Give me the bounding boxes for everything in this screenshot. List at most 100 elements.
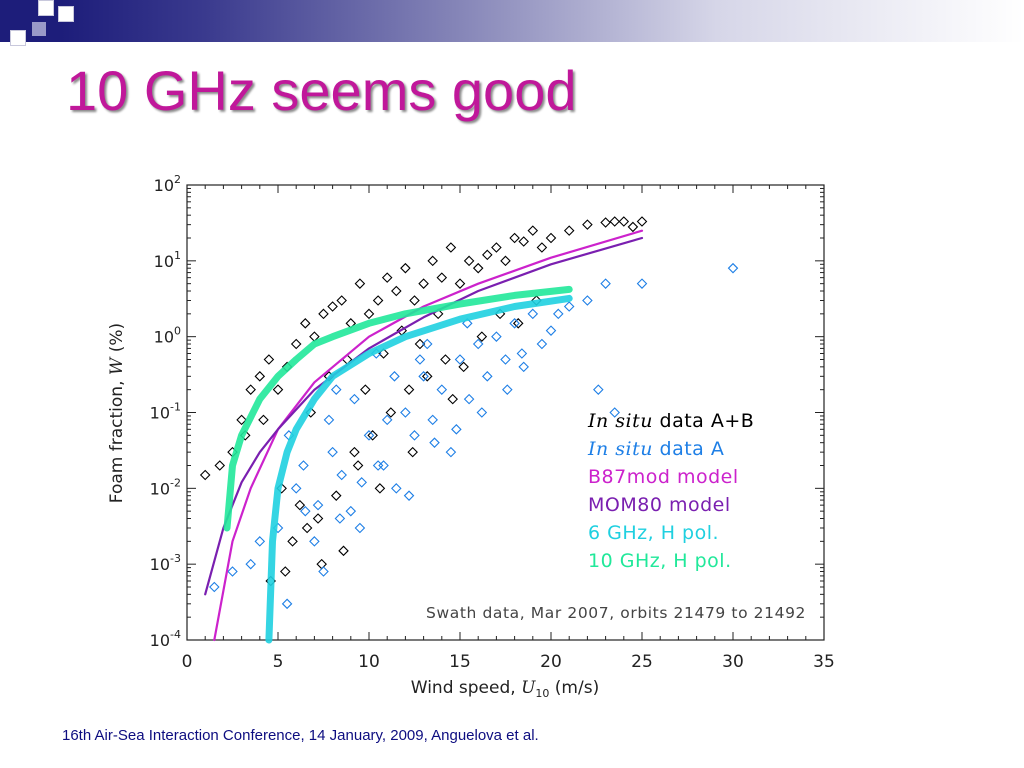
data-point (429, 437, 440, 448)
y-tick-label: 101 (154, 249, 181, 271)
data-point (418, 278, 429, 289)
data-point (516, 348, 528, 359)
data-point (553, 308, 564, 320)
data-point (378, 460, 389, 471)
data-point (312, 499, 324, 511)
data-point (300, 505, 311, 517)
data-point (436, 272, 448, 283)
data-point (409, 295, 420, 306)
model-band-line (265, 294, 573, 644)
data-point (372, 295, 384, 306)
x-axis: 0 5 10 15 20 25 30 35 (182, 185, 835, 672)
data-point (334, 513, 346, 524)
data-point (509, 318, 520, 329)
data-point (209, 581, 220, 593)
data-point (463, 393, 475, 405)
data-point (536, 338, 548, 350)
swath-annotation: Swath data, Mar 2007, orbits 21479 to 21… (426, 604, 806, 622)
data-point (354, 522, 366, 534)
data-point (272, 384, 284, 395)
data-point (245, 558, 256, 570)
slide-title: 10 GHz seems good (66, 59, 577, 122)
data-point (298, 460, 309, 471)
data-point (582, 219, 593, 230)
data-point (263, 354, 275, 365)
series-6-ghz-h-pol (265, 294, 573, 644)
data-point (254, 371, 266, 382)
data-point (500, 255, 511, 267)
data-point (287, 536, 298, 547)
data-point (427, 414, 438, 426)
data-point (421, 338, 433, 350)
data-point (502, 384, 513, 395)
x-tick-label: 15 (449, 652, 471, 672)
foam-fraction-chart: 0 5 10 15 20 25 30 35 10-4 10-3 10-2 10-1 100 101 102… (107, 173, 835, 700)
data-point (509, 232, 520, 244)
data-point (500, 354, 511, 365)
chart-legend: In situ data A+B In situ data A B87mod mod… (587, 410, 754, 572)
data-point (593, 384, 604, 395)
data-point (545, 325, 557, 336)
legend-item: 10 GHz, H pol. (588, 550, 732, 572)
data-point (385, 407, 397, 418)
data-point (491, 331, 502, 342)
corner-square-icon (17, 10, 31, 24)
data-point (245, 384, 256, 395)
data-point (454, 354, 466, 365)
data-point (280, 566, 291, 577)
x-tick-label: 5 (273, 652, 284, 672)
series-b87mod-model (213, 229, 644, 642)
data-point (345, 505, 357, 517)
data-point (472, 262, 484, 274)
y-tick-label: 10-1 (150, 401, 181, 423)
data-point (527, 308, 539, 320)
data-point (381, 272, 393, 283)
legend-item: 6 GHz, H pol. (588, 522, 719, 544)
data-point (414, 354, 426, 365)
model-band-line (223, 285, 573, 532)
series-10-ghz-h-pol (223, 285, 573, 532)
data-point (600, 217, 611, 228)
data-point (363, 308, 375, 320)
y-axis-label: Foam fraction, W (%) (107, 323, 127, 503)
footer-citation: 16th Air-Sea Interaction Conference, 14 … (62, 727, 539, 744)
title-bar-gradient (0, 0, 1024, 42)
data-point (330, 490, 342, 501)
data-point (258, 414, 269, 426)
data-point (600, 278, 611, 289)
data-point (330, 384, 342, 395)
data-point (254, 536, 266, 547)
data-point (318, 308, 329, 320)
data-point (512, 318, 524, 329)
y-axis: 10-4 10-3 10-2 10-1 100 101 102 (150, 173, 824, 650)
series-mom80-model (204, 236, 644, 596)
data-point (403, 384, 415, 395)
data-point (636, 278, 648, 289)
model-curve-line (213, 229, 644, 642)
model-curve-line (204, 236, 644, 596)
data-point (482, 371, 493, 382)
data-point (518, 361, 529, 373)
data-point (336, 469, 347, 481)
y-tick-label: 102 (154, 173, 181, 195)
data-point (582, 295, 593, 306)
data-point (427, 255, 438, 267)
corner-square-icon (32, 22, 46, 36)
data-point (476, 407, 488, 418)
data-point (458, 361, 469, 373)
data-point (391, 285, 402, 297)
data-point (281, 598, 293, 610)
y-tick-label: 10-4 (150, 628, 181, 650)
x-axis-label: Wind speed, U10 (m/s) (411, 678, 599, 700)
data-point (318, 566, 329, 577)
data-point (421, 371, 433, 382)
data-point (609, 216, 620, 227)
data-point (451, 424, 462, 435)
data-point (545, 232, 557, 244)
data-point (363, 430, 375, 441)
corner-square-icon (38, 0, 54, 16)
data-point (301, 522, 313, 534)
data-point (356, 477, 367, 488)
data-point (400, 407, 411, 418)
data-point (527, 225, 539, 236)
